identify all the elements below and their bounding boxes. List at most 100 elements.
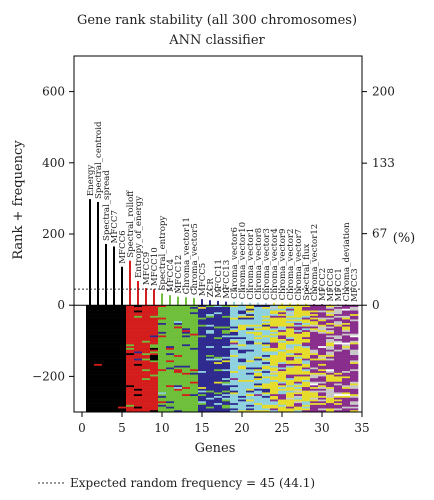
heatmap-cell — [342, 392, 351, 395]
heatmap-cell — [270, 321, 279, 324]
heatmap-cell — [270, 397, 279, 400]
heatmap-cell — [278, 330, 287, 333]
heatmap-cell — [334, 365, 343, 368]
heatmap-cell — [150, 362, 159, 365]
heatmap-cell — [230, 371, 239, 374]
heatmap-cell — [190, 306, 199, 310]
heatmap-cell — [166, 404, 175, 407]
heatmap-cell — [342, 403, 351, 406]
heatmap-cell — [230, 408, 239, 411]
heatmap-cell — [198, 374, 207, 377]
heatmap-cell — [310, 324, 319, 327]
heatmap-cell — [142, 379, 151, 383]
heatmap-cell — [238, 355, 247, 358]
heatmap-cell — [230, 406, 239, 409]
heatmap-cell — [166, 360, 175, 363]
heatmap-cell — [190, 369, 199, 372]
heatmap-cell — [222, 319, 231, 322]
gene-label: Spectral_rolloff — [126, 190, 136, 258]
heatmap-cell — [230, 306, 239, 310]
heatmap-cell — [238, 305, 247, 308]
heatmap-cell — [174, 355, 183, 358]
heatmap-cell — [174, 410, 183, 413]
heatmap-cell — [134, 372, 143, 375]
gene-label: Chroma_vector5 — [190, 223, 200, 295]
heatmap-cell — [286, 333, 295, 336]
heatmap-cell — [134, 323, 143, 326]
heatmap-cell — [158, 353, 167, 356]
heatmap-cell — [198, 358, 207, 361]
heatmap-cell — [174, 383, 183, 386]
heatmap-cell — [182, 403, 191, 406]
heatmap-cell — [126, 305, 135, 308]
heatmap-cell — [94, 342, 103, 345]
heatmap-cell — [350, 317, 359, 320]
heatmap-cell — [206, 390, 215, 393]
heatmap-cell — [318, 328, 327, 331]
heatmap-cell — [254, 321, 263, 324]
heatmap-cell — [214, 406, 223, 409]
heatmap-cell — [342, 385, 351, 388]
heatmap-cell — [238, 356, 247, 359]
heatmap-cell — [166, 356, 175, 359]
heatmap-cell — [206, 369, 215, 372]
heatmap-cell — [182, 401, 191, 404]
heatmap-cell — [246, 403, 255, 406]
heatmap-cell — [342, 323, 351, 326]
heatmap-cell — [126, 387, 135, 390]
heatmap-cell — [310, 330, 319, 333]
right-tick-label: 0 — [372, 298, 380, 312]
heatmap-cell — [350, 333, 359, 336]
heatmap-cell — [350, 326, 359, 329]
heatmap-cell — [302, 331, 311, 334]
heatmap-cell — [334, 351, 343, 354]
heatmap-cell — [158, 333, 167, 336]
heatmap-cell — [182, 314, 191, 317]
gene-label: MFCC11 — [214, 259, 224, 298]
heatmap-cell — [302, 381, 311, 384]
heatmap-cell — [150, 381, 159, 384]
heatmap-cell — [206, 317, 215, 320]
heatmap-cell — [214, 381, 223, 384]
heatmap-cell — [246, 323, 255, 326]
heatmap-cell — [134, 314, 143, 317]
heatmap-cell — [334, 306, 343, 310]
heatmap-cell — [350, 328, 359, 331]
gene-label: MFCC8 — [326, 268, 336, 301]
heatmap-cell — [118, 374, 127, 377]
heatmap-cell — [206, 365, 215, 368]
heatmap-cell — [350, 340, 359, 343]
heatmap-cell — [262, 388, 271, 391]
heatmap-cell — [134, 388, 143, 391]
heatmap-cell — [302, 347, 311, 350]
heatmap-cell — [86, 351, 95, 354]
heatmap-cell — [102, 388, 111, 391]
heatmap-cell — [230, 335, 239, 338]
heatmap-cell — [262, 408, 271, 411]
heatmap-cell — [310, 374, 319, 377]
heatmap-cell — [118, 328, 127, 331]
heatmap-cell — [182, 372, 191, 375]
heatmap-cell — [334, 367, 343, 370]
heatmap-cell — [342, 371, 351, 374]
heatmap-cell — [198, 340, 207, 343]
heatmap-cell — [254, 399, 263, 402]
heatmap-cell — [310, 310, 319, 313]
heatmap-cell — [158, 388, 167, 391]
heatmap-cell — [278, 310, 287, 313]
heatmap-cell — [262, 378, 271, 381]
heatmap-cell — [102, 314, 111, 317]
heatmap-cell — [222, 305, 231, 308]
heatmap-cell — [326, 388, 335, 391]
heatmap-cell — [158, 392, 167, 395]
heatmap-cell — [270, 376, 279, 379]
heatmap-cell — [182, 326, 191, 329]
heatmap-cell — [294, 410, 303, 413]
heatmap-cell — [262, 333, 271, 336]
heatmap-cell — [206, 363, 215, 367]
heatmap-cell — [262, 376, 271, 379]
heatmap-cell — [246, 314, 255, 317]
heatmap-cell — [334, 403, 343, 406]
heatmap-cell — [214, 315, 223, 318]
heatmap-cell — [86, 408, 95, 411]
